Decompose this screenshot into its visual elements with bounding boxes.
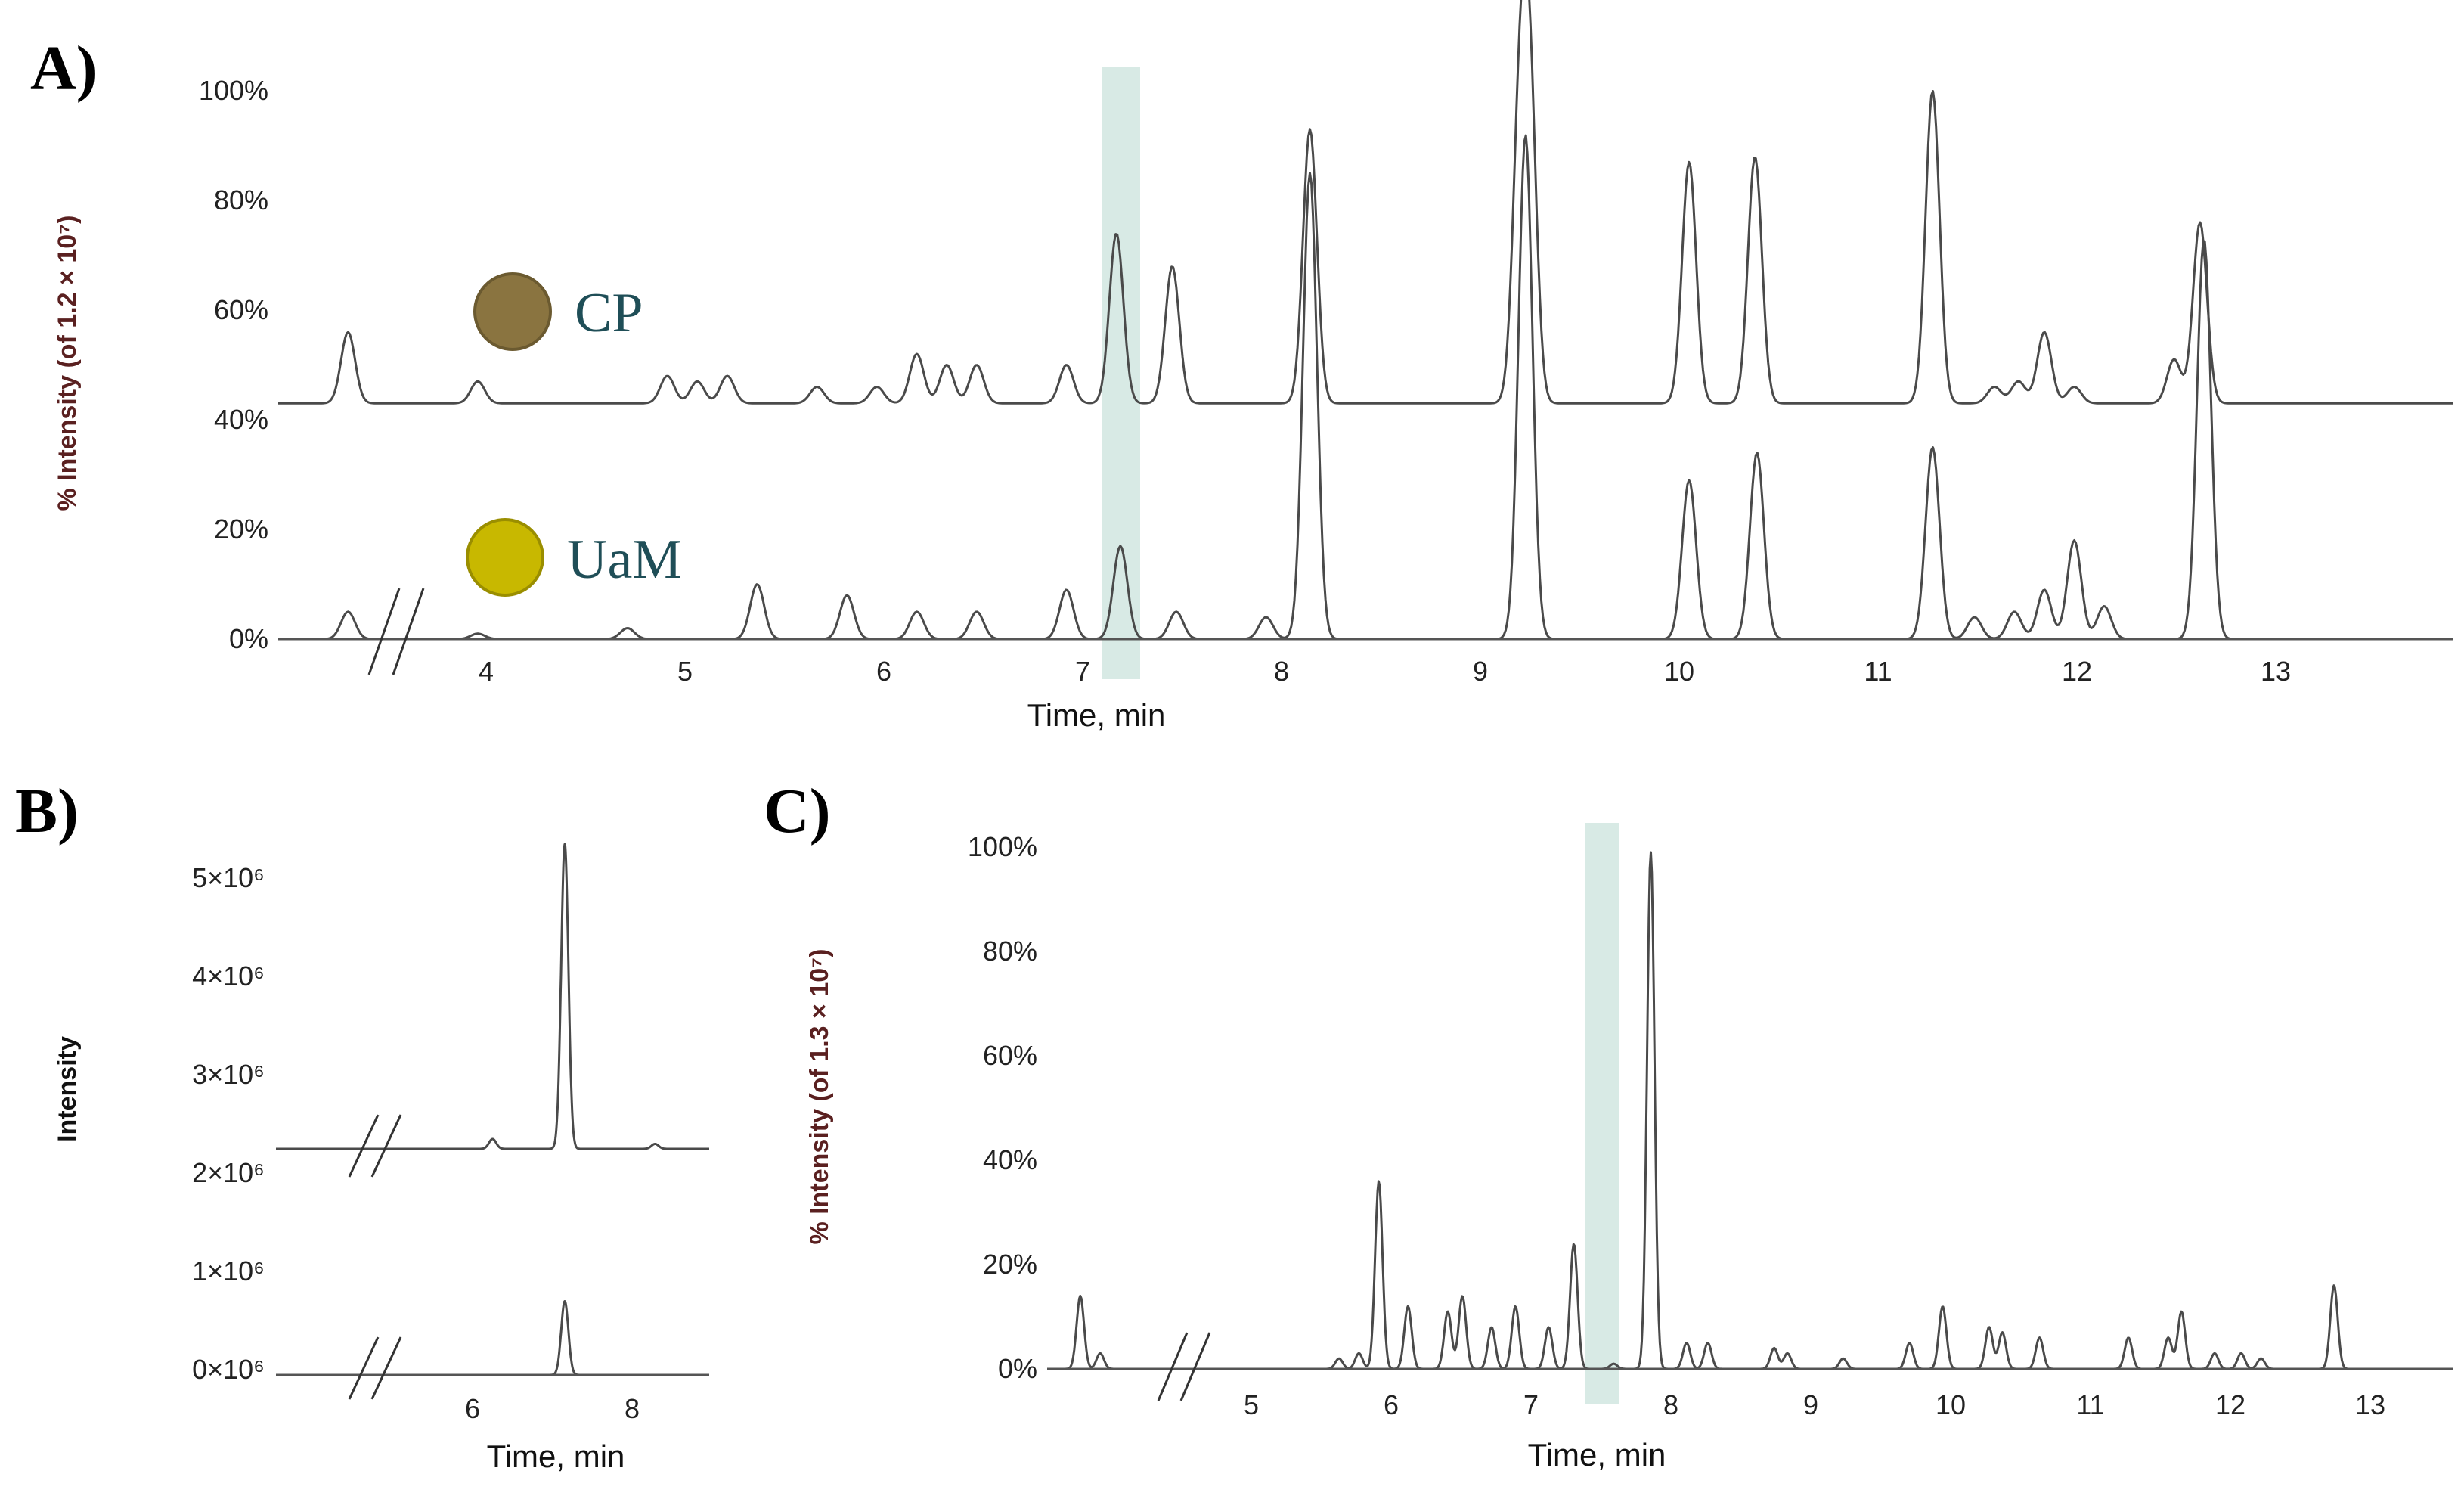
x-tick-label: 13: [2355, 1389, 2385, 1420]
y-tick-label: 20%: [983, 1249, 1037, 1280]
axis-break-mark: [1157, 1332, 1189, 1401]
axis-break-mark: [392, 588, 425, 675]
x-tick-label: 6: [1384, 1389, 1399, 1420]
panel-b-x-ticks: 6 8: [465, 1393, 640, 1424]
x-tick-label: 12: [2215, 1389, 2245, 1420]
legend-label-cp: CP: [575, 282, 643, 344]
axis-break-mark: [367, 588, 401, 675]
x-tick-label: 11: [1864, 656, 1892, 687]
panel-a-highlight-band: [1102, 67, 1140, 679]
panel-c-traces: [1046, 851, 2454, 1370]
panel-b-y-axis-title: Intensity: [53, 1036, 82, 1142]
x-tick-label: 6: [465, 1393, 480, 1424]
y-tick-label: 5×10⁶: [192, 862, 265, 893]
y-tick-label: 4×10⁶: [192, 961, 265, 992]
y-tick-label: 40%: [983, 1144, 1037, 1175]
y-tick-label: 100%: [968, 831, 1037, 862]
x-tick-label: 8: [625, 1393, 640, 1424]
panel-a-y-ticks: 0% 20% 40% 60% 80% 100%: [199, 75, 268, 654]
y-tick-label: 60%: [214, 294, 268, 325]
axis-break-mark: [1179, 1332, 1211, 1401]
panel-c-y-axis-title: % Intensity (of 1.3 × 10⁷): [805, 949, 834, 1245]
panel-b-traces: [274, 843, 711, 1376]
y-tick-label: 1×10⁶: [192, 1255, 265, 1286]
x-tick-label: 8: [1663, 1389, 1678, 1420]
x-tick-label: 6: [876, 656, 891, 687]
panel-a-letter: A): [30, 33, 98, 104]
axis-break-mark: [348, 1336, 380, 1400]
x-tick-label: 7: [1075, 656, 1090, 687]
panel-a-axis-break: [367, 588, 425, 675]
y-tick-label: 80%: [214, 185, 268, 216]
axis-break-mark: [370, 1114, 402, 1178]
y-tick-label: 80%: [983, 936, 1037, 967]
y-tick-label: 0%: [229, 623, 268, 654]
x-tick-label: 4: [479, 656, 494, 687]
legend-label-uam: UaM: [567, 529, 682, 591]
y-tick-label: 3×10⁶: [192, 1059, 265, 1090]
y-tick-label: 20%: [214, 514, 268, 545]
panel-c-x-ticks: 5 6 7 8 9 10 11 12 13: [1244, 1389, 2385, 1420]
y-tick-label: 0×10⁶: [192, 1354, 265, 1385]
panel-c-highlight-band: [1585, 823, 1619, 1404]
x-tick-label: 10: [1936, 1389, 1966, 1420]
legend: CP UaM: [466, 272, 682, 597]
legend-swatch-uam: [466, 518, 544, 597]
x-tick-label: 9: [1473, 656, 1488, 687]
x-tick-label: 13: [2261, 656, 2291, 687]
panel-c-x-axis-title: Time, min: [1528, 1437, 1666, 1473]
panel-a-x-axis-title: Time, min: [1027, 697, 1166, 733]
x-tick-label: 9: [1803, 1389, 1818, 1420]
panel-b: B) 0×10⁶ 1×10⁶ 2×10⁶ 3×10⁶ 4×10⁶ 5×10⁶ 6…: [15, 776, 711, 1474]
y-tick-label: 40%: [214, 404, 268, 435]
series-line-b-upper: [274, 843, 711, 1150]
panel-a-y-axis-title: % Intensity (of 1.2 × 10⁷): [53, 216, 82, 511]
y-tick-label: 60%: [983, 1040, 1037, 1071]
panel-a: A) 0% 20% 40% 60% 80% 100% 4 5 6 7 8 9 1…: [30, 0, 2453, 733]
panel-b-letter: B): [15, 776, 79, 846]
series-line-c: [1046, 851, 2454, 1370]
panel-c-letter: C): [764, 776, 831, 846]
x-tick-label: 11: [2076, 1389, 2104, 1420]
series-line-b-lower: [274, 1300, 711, 1376]
panel-c-axis-break: [1157, 1332, 1211, 1401]
x-tick-label: 5: [1244, 1389, 1259, 1420]
x-tick-label: 7: [1523, 1389, 1539, 1420]
x-tick-label: 8: [1274, 656, 1289, 687]
series-line-cp: [278, 0, 2453, 405]
panel-c: C) 0% 20% 40% 60% 80% 100% 5 6 7 8 9 10 …: [764, 776, 2454, 1473]
panel-b-x-axis-title: Time, min: [487, 1438, 625, 1474]
y-tick-label: 0%: [998, 1353, 1037, 1384]
panel-c-y-ticks: 0% 20% 40% 60% 80% 100%: [968, 831, 1037, 1384]
panel-b-axis-break: [348, 1114, 402, 1400]
legend-swatch-cp: [473, 272, 552, 351]
axis-break-mark: [370, 1336, 402, 1400]
x-tick-label: 5: [677, 656, 693, 687]
panel-a-x-ticks: 4 5 6 7 8 9 10 11 12 13: [479, 656, 2291, 687]
panel-b-y-ticks: 0×10⁶ 1×10⁶ 2×10⁶ 3×10⁶ 4×10⁶ 5×10⁶: [192, 862, 265, 1385]
x-tick-label: 10: [1664, 656, 1694, 687]
axis-break-mark: [348, 1114, 380, 1178]
x-tick-label: 12: [2062, 656, 2092, 687]
y-tick-label: 2×10⁶: [192, 1157, 265, 1188]
y-tick-label: 100%: [199, 75, 268, 106]
